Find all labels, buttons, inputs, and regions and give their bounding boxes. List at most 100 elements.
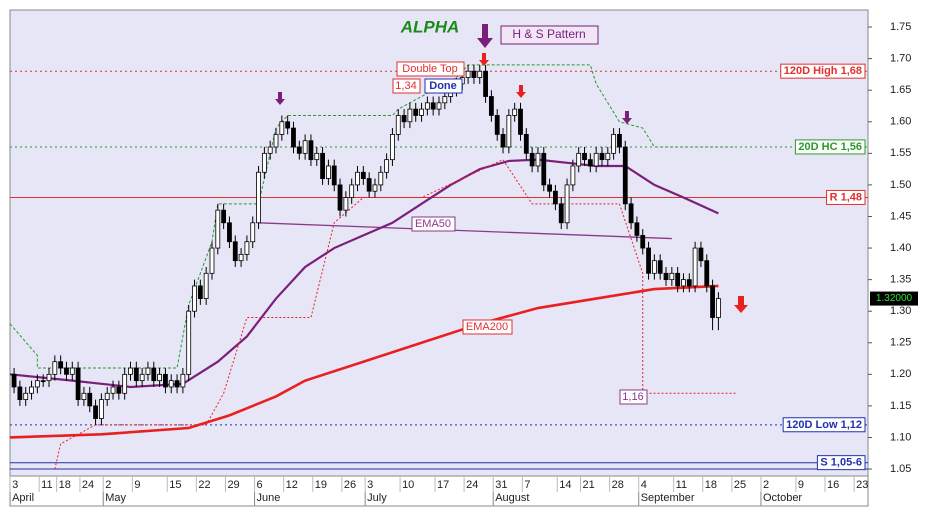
level-label: R 1,48 — [830, 191, 862, 203]
overlay: ALPHA H & S Pattern Double Top 1,34 Done… — [275, 17, 866, 471]
candle-body — [110, 386, 116, 394]
candle-body — [122, 373, 128, 394]
candle-body — [116, 386, 122, 394]
y-tick-label: 1.55 — [890, 147, 911, 159]
candle-body — [390, 133, 395, 161]
x-tick-label: 11 — [676, 479, 687, 491]
candle-body — [669, 272, 675, 281]
x-tick-label: 26 — [344, 479, 356, 491]
level-label: 120D High 1,68 — [784, 65, 862, 77]
candle-body — [98, 399, 104, 419]
candle-body — [430, 102, 436, 110]
candle-body — [582, 152, 587, 161]
y-tick-label: 1.05 — [890, 463, 911, 475]
annotation-box — [396, 61, 465, 77]
candle-body — [593, 152, 599, 167]
y-tick-label: 1.60 — [890, 116, 911, 128]
x-tick-label: 14 — [559, 479, 571, 491]
axes: 1.05 1.10 1.15 1.20 1.25 1.30 1.35 1.40 1.45 1.50… — [9, 21, 918, 507]
candle-body — [238, 253, 244, 262]
candle-body — [622, 146, 628, 205]
candle-body — [617, 133, 622, 148]
annotation: H & S Pattern — [512, 27, 585, 41]
candle-body — [523, 133, 529, 154]
candle-body — [320, 152, 325, 179]
candle-body — [483, 70, 488, 97]
neckline — [258, 222, 672, 240]
y-tick-label: 1.40 — [890, 242, 911, 254]
x-tick-label: 23 — [856, 479, 868, 491]
candle-body — [372, 184, 378, 192]
grid — [10, 70, 868, 470]
candle-body — [419, 108, 424, 116]
candle-body — [716, 298, 721, 318]
candle-body — [710, 285, 715, 318]
candle-body — [564, 184, 570, 224]
candle-body — [52, 361, 58, 375]
x-tick-label: 3 — [367, 479, 373, 491]
y-tick-label: 1.70 — [890, 53, 911, 65]
annotation-box — [619, 389, 648, 405]
candle-body — [698, 247, 704, 262]
arrow — [516, 85, 526, 98]
last-price-label: 1.32000 — [876, 293, 913, 304]
candle-body — [174, 380, 180, 388]
candle-body — [553, 190, 558, 205]
candle-body — [145, 367, 151, 375]
candle-body — [128, 367, 133, 375]
series-line — [9, 284, 719, 439]
annotation-box — [392, 78, 421, 94]
x-axis-area — [9, 475, 869, 507]
annotation: Double Top — [402, 63, 457, 75]
candle-body — [93, 405, 98, 419]
candle-body — [355, 171, 360, 186]
y-tick-label: 1.25 — [890, 337, 911, 349]
x-tick-label: 2 — [763, 479, 769, 491]
annotation: EMA200 — [466, 321, 508, 333]
candle-body — [133, 367, 139, 382]
candle-body — [163, 373, 168, 388]
annotation: 1,16 — [622, 391, 643, 403]
candle-body — [244, 241, 250, 255]
candle-body — [681, 279, 686, 287]
candle-body — [471, 70, 477, 78]
annotation-box — [411, 216, 456, 232]
y-tick-label: 1.65 — [890, 84, 911, 96]
candle-body — [104, 392, 110, 400]
level-label-box — [794, 139, 866, 155]
x-tick-label: 19 — [315, 479, 327, 491]
candle-body — [209, 247, 215, 274]
arrow — [479, 53, 489, 66]
y-tick-label: 1.50 — [890, 179, 911, 191]
annotation-box — [424, 78, 463, 94]
candle-body — [395, 115, 401, 135]
candle-body — [34, 380, 40, 388]
candle-body — [628, 203, 634, 224]
candle-body — [349, 184, 355, 198]
candle-body — [436, 102, 442, 110]
candle-body — [704, 260, 710, 287]
candle-body — [500, 133, 506, 148]
candle-body — [675, 272, 681, 287]
candle-body — [401, 115, 407, 123]
x-tick-label: 28 — [612, 479, 624, 491]
candle-body — [64, 367, 69, 375]
candle-body — [686, 279, 692, 287]
candle-body — [547, 184, 552, 192]
candle-body — [407, 108, 413, 123]
candle-body — [308, 140, 314, 161]
candle-body — [488, 96, 494, 116]
chart-title: ALPHA — [400, 17, 460, 36]
candle-body — [541, 152, 547, 186]
annotation-box — [462, 319, 513, 335]
candle-body — [267, 146, 273, 154]
candle-body — [291, 127, 296, 148]
x-tick-label: 18 — [59, 479, 71, 491]
candle-body — [424, 102, 430, 110]
x-tick-label: 15 — [169, 479, 181, 491]
x-tick-label: 22 — [198, 479, 210, 491]
level-label: 120D Low 1,12 — [786, 419, 862, 431]
candle-body — [477, 70, 483, 78]
x-tick-label: 6 — [257, 479, 263, 491]
x-tick-label: 9 — [798, 479, 804, 491]
